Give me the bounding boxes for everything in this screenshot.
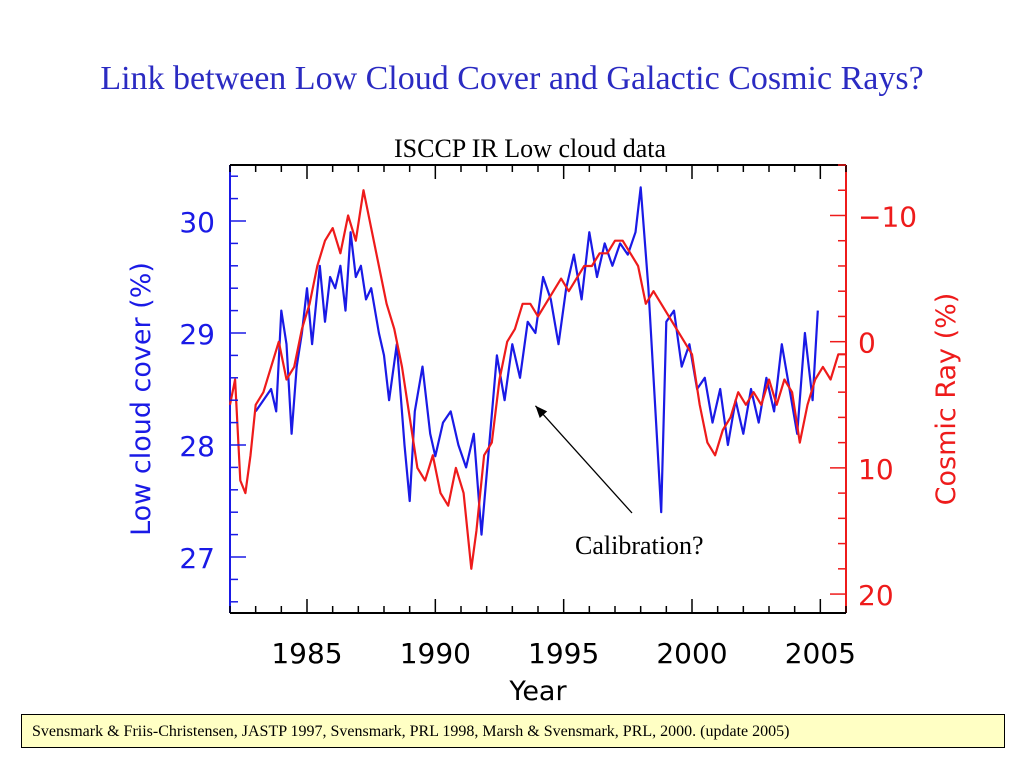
x-tick-label: 1985 <box>271 637 342 670</box>
x-axis-label: Year <box>508 676 567 707</box>
low-cloud-cover-line <box>254 186 819 536</box>
x-tick-label: 1995 <box>528 637 599 670</box>
y-axis-label-left: Low cloud cover (%) <box>126 262 157 536</box>
annotation: Calibration? <box>534 405 704 560</box>
annotation-arrowhead <box>535 405 548 419</box>
y-axis-label-right: Cosmic Ray (%) <box>931 293 962 506</box>
y-tick-label-right: −10 <box>858 200 917 233</box>
annotation-arrow <box>534 405 633 514</box>
citation-footer: Svensmark & Friis-Christensen, JASTP 199… <box>21 714 1005 748</box>
y-tick-label-left: 29 <box>179 318 215 351</box>
annotation-text: Calibration? <box>575 531 704 560</box>
chart: 1985 1990 1995 2000 2005 27 28 29 30 −10 0 10 20 Low… <box>126 164 962 707</box>
y-tick-label-right: 20 <box>858 579 894 612</box>
y-tick-label-left: 30 <box>179 206 215 239</box>
cosmic-ray-line <box>228 189 846 570</box>
chart-title: ISCCP IR Low cloud data <box>393 134 667 163</box>
y-tick-label-left: 28 <box>179 430 215 463</box>
x-tick-label: 2005 <box>785 637 856 670</box>
x-tick-label: 1990 <box>400 637 471 670</box>
slide-title: Link between Low Cloud Cover and Galacti… <box>100 60 924 97</box>
y-tick-label-left: 27 <box>179 542 215 575</box>
y-tick-label-right: 0 <box>858 327 876 360</box>
y-tick-label-right: 10 <box>858 453 894 486</box>
x-tick-label: 2000 <box>656 637 727 670</box>
